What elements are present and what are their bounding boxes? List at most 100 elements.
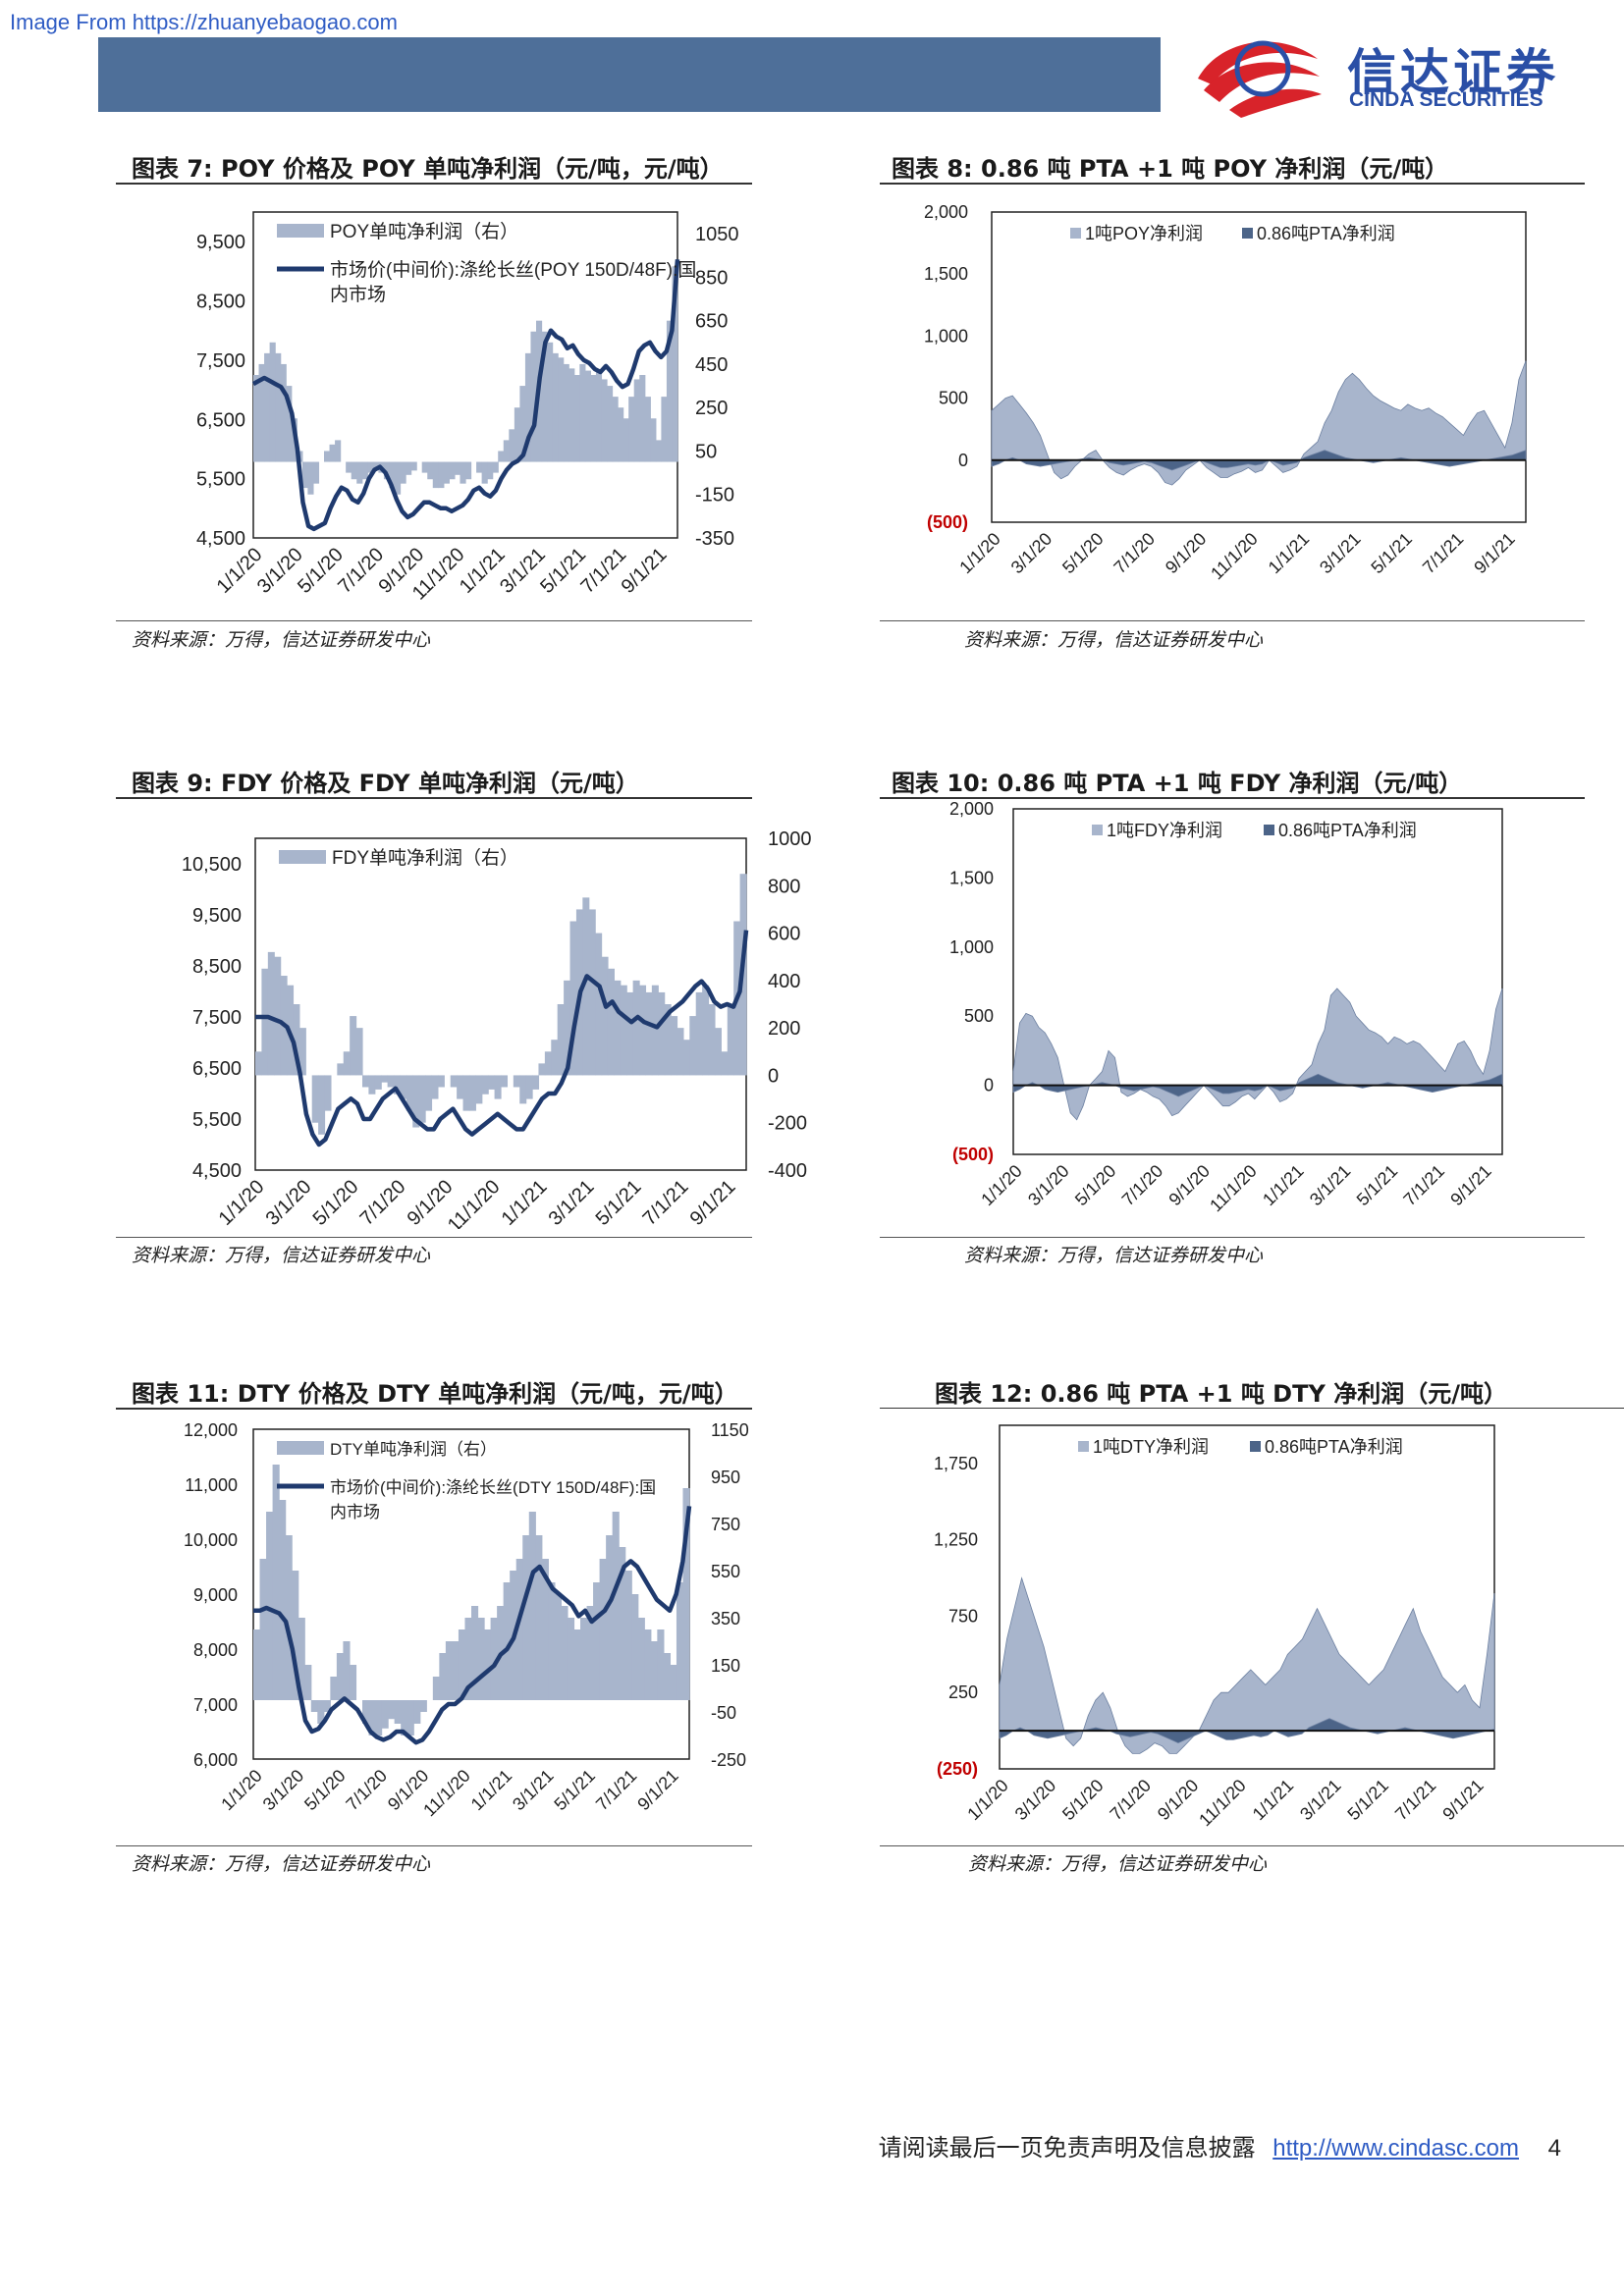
fig11-y-right-tick-label: 550: [711, 1562, 740, 1581]
fig10-y-tick-label: 500: [964, 1006, 994, 1026]
fig7-profit-bar: [335, 440, 342, 462]
fig7-profit-bar: [628, 397, 635, 462]
fig9-profit-bar: [614, 980, 622, 1076]
fig7-legend-line-label-1: 市场价(中间价):涤纶长丝(POY 150D/48F):国: [330, 259, 696, 281]
fig7-profit-bar: [650, 418, 657, 462]
fig9-profit-bar: [394, 1075, 402, 1095]
fig8-title: 图表 8: 0.86 吨 PTA +1 吨 POY 净利润（元/吨）: [892, 155, 1449, 183]
fig12-x-tick-label: 7/1/20: [1106, 1776, 1155, 1825]
fig10-source: 资料来源：万得，信达证券研发中心: [964, 1245, 1264, 1266]
fig7-profit-bar: [547, 342, 554, 462]
fig8-x-tick-label: 3/1/20: [1007, 529, 1056, 578]
fig7-x-tick-label: 5/1/20: [294, 544, 348, 598]
fig10-legend-label-2: 0.86吨PTA净利润: [1278, 821, 1417, 840]
fig12-x-tick-label: 7/1/21: [1391, 1776, 1440, 1825]
fig7-profit-bar: [383, 461, 391, 480]
fig7-profit-bar: [524, 352, 532, 462]
fig9-profit-bar: [601, 956, 609, 1076]
fig10-legend-swatch-1: [1092, 825, 1103, 835]
fig11-profit-bar: [304, 1665, 312, 1700]
fig11-x-tick-label: 7/1/21: [592, 1766, 641, 1815]
fig10-x-tick-label: 7/1/20: [1118, 1161, 1167, 1210]
fig11-x-tick-label: 1/1/21: [467, 1766, 516, 1815]
fig9-profit-bar: [450, 1075, 458, 1088]
fig11-y-left-tick-label: 7,000: [193, 1695, 238, 1715]
fig11-y-left-tick-label: 10,000: [184, 1530, 238, 1550]
fig9-profit-bar: [350, 1016, 357, 1076]
fig9-profit-bar: [569, 921, 577, 1076]
fig7-legend-bar-swatch: [277, 224, 324, 238]
fig9-source: 资料来源：万得，信达证券研发中心: [132, 1245, 431, 1266]
fig9-y-left-tick-label: 8,500: [192, 956, 242, 978]
fig7-profit-bar: [612, 397, 619, 462]
fig11-y-right-tick-label: 750: [711, 1515, 740, 1534]
fig12-legend-label-1: 1吨DTY净利润: [1093, 1437, 1209, 1457]
fig7-profit-bar: [514, 407, 520, 462]
fig9-profit-bar: [689, 1016, 697, 1076]
fig7-profit-bar: [275, 352, 282, 462]
fig9-profit-bar: [544, 1051, 552, 1076]
fig11-profit-bar: [650, 1641, 658, 1700]
page-footer: 请阅读最后一页免责声明及信息披露 http://www.cindasc.com …: [879, 2128, 1561, 2163]
fig11-profit-bar: [292, 1571, 299, 1700]
fig10-legend-swatch-2: [1264, 825, 1274, 835]
fig11-x-tick-label: 7/1/20: [342, 1766, 391, 1815]
fig12-source: 资料来源：万得，信达证券研发中心: [968, 1853, 1268, 1875]
fig11-y-right-tick-label: 950: [711, 1468, 740, 1487]
fig7-profit-bar: [573, 375, 580, 462]
fig11-profit-bar: [413, 1700, 421, 1724]
fig7-profit-bar: [324, 451, 331, 462]
fig7-profit-bar: [661, 397, 668, 462]
fig11-x-tick-label: 3/1/21: [509, 1766, 558, 1815]
fig7-y-right-tick-label: 650: [695, 311, 728, 333]
fig9-y-right-tick-label: 0: [768, 1065, 779, 1087]
fig9-y-left-tick-label: 10,500: [182, 854, 242, 876]
fig7-profit-bar: [356, 461, 363, 484]
fig9-profit-bar: [620, 985, 627, 1076]
fig7-profit-bar: [595, 370, 603, 462]
fig9-profit-bar: [721, 1051, 729, 1076]
fig7-x-tick-label: 9/1/21: [618, 544, 672, 598]
fig7-profit-bar: [639, 375, 646, 462]
fig7-x-tick-label: 1/1/21: [456, 544, 510, 598]
fig10-x-tick-label: 9/1/21: [1446, 1161, 1495, 1210]
fig9-profit-bar: [488, 1075, 496, 1090]
fig9-profit-bar: [343, 1051, 351, 1076]
fig7-profit-bar: [563, 363, 569, 462]
fig8-x-tick-label: 9/1/20: [1162, 529, 1211, 578]
fig10-x-tick-label: 5/1/21: [1353, 1161, 1402, 1210]
footer-website-link[interactable]: http://www.cindasc.com: [1272, 2135, 1519, 2162]
fig9-profit-bar: [255, 1051, 263, 1076]
fig11-profit-bar: [330, 1677, 338, 1700]
fig11-profit-bar: [477, 1618, 485, 1700]
fig11-profit-bar: [368, 1700, 376, 1735]
fig11-profit-bar: [503, 1582, 511, 1700]
fig7-profit-bar: [367, 461, 374, 473]
fig11-legend-bar-swatch: [277, 1441, 324, 1455]
fig9-profit-bar: [425, 1075, 433, 1111]
fig9-profit-bar: [714, 1028, 722, 1076]
fig7-legend-line-label-2: 内市场: [330, 284, 386, 305]
fig11-y-left-tick-label: 6,000: [193, 1750, 238, 1770]
fig11-profit-bar: [548, 1582, 556, 1700]
fig11-profit-bar: [452, 1641, 460, 1700]
fig11-x-tick-label: 1/1/20: [217, 1766, 266, 1815]
fig7-profit-bar: [258, 363, 265, 462]
fig9-profit-bar: [557, 1004, 565, 1076]
fig11-y-left-tick-label: 9,000: [193, 1585, 238, 1605]
fig11-x-tick-label: 9/1/21: [633, 1766, 682, 1815]
fig7-y-left-tick-label: 5,500: [196, 469, 245, 491]
fig9-x-tick-label: 1/1/20: [215, 1176, 269, 1229]
fig9-profit-bar: [462, 1075, 470, 1111]
fig9-profit-bar: [274, 956, 282, 1076]
fig9-profit-bar: [727, 1004, 734, 1076]
fig8-x-tick-label: 1/1/20: [955, 529, 1004, 578]
fig9-profit-bar: [400, 1075, 407, 1099]
fig9-y-right-tick-label: 200: [768, 1018, 800, 1040]
fig11-profit-bar: [593, 1582, 601, 1700]
fig7-profit-bar: [421, 461, 428, 473]
fig11-profit-bar: [599, 1559, 607, 1700]
fig9-y-right-tick-label: -400: [768, 1160, 807, 1182]
fig10-x-tick-label: 1/1/20: [977, 1161, 1026, 1210]
fig7-profit-bar: [541, 331, 548, 462]
